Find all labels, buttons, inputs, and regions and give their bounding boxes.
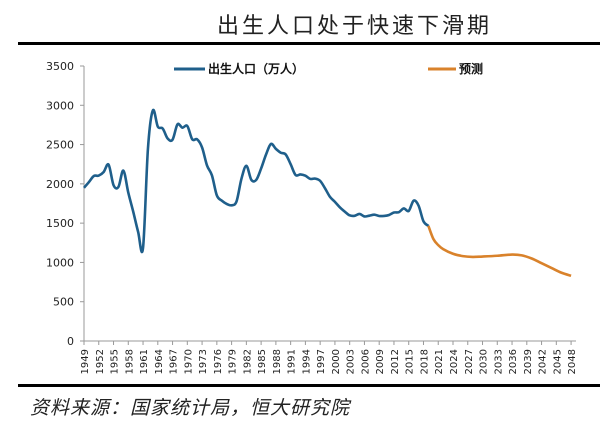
y-tick-label: 500: [53, 296, 74, 309]
x-tick-label: 2033: [493, 349, 504, 374]
x-tick-label: 1964: [154, 349, 165, 374]
x-tick-label: 2015: [405, 349, 416, 374]
x-tick-label: 1958: [124, 349, 135, 374]
axes: 0 500 1000 1500 2000 2500 3000 3500 1949 1952 1955…: [46, 60, 578, 374]
y-tick-label: 2500: [46, 139, 74, 152]
x-tick-label: 1979: [228, 349, 239, 374]
x-tick-label: 1976: [213, 349, 224, 374]
title-rule: [18, 42, 600, 45]
x-tick-label: 1949: [80, 349, 91, 374]
x-tick-label: 1994: [301, 349, 312, 374]
series-lines: [83, 108, 572, 278]
x-tick-label: 2027: [464, 349, 475, 374]
x-tick-label: 2006: [360, 349, 371, 374]
x-tick-label: 2018: [419, 349, 430, 374]
x-tick-label: 2042: [538, 349, 549, 374]
x-tick-label: 2045: [552, 349, 563, 374]
x-tick-label: 1988: [272, 349, 283, 374]
y-tick-label: 3000: [46, 99, 74, 112]
x-tick-label: 2048: [567, 349, 578, 374]
source-note: 资料来源：国家统计局，恒大研究院: [30, 397, 351, 419]
footer-rule: [18, 384, 600, 387]
y-tick-label: 1500: [46, 217, 74, 230]
x-tick-label: 2009: [375, 349, 386, 374]
x-tick-label: 2039: [523, 349, 534, 374]
x-tick-label: 2024: [449, 349, 460, 374]
forecast-line: [427, 225, 572, 278]
x-tick-label: 1955: [110, 349, 121, 374]
x-tick-label: 2021: [434, 349, 445, 374]
x-tick-label: 1997: [316, 349, 327, 374]
x-tick-label: 2003: [346, 349, 357, 374]
y-tick-label: 2000: [46, 178, 74, 191]
page-title: 出生人口处于快速下滑期: [216, 14, 492, 39]
x-tick-label: 1973: [198, 349, 209, 374]
line-chart: 0 500 1000 1500 2000 2500 3000 3500 1949 1952 1955…: [46, 60, 578, 374]
x-tick-label: 1982: [242, 349, 253, 374]
x-tick-label: 1991: [287, 349, 298, 374]
x-tick-label: 1961: [139, 349, 150, 374]
y-tick-label: 1000: [46, 256, 74, 269]
x-tick-label: 2036: [508, 349, 519, 374]
y-tick-label: 0: [67, 335, 74, 348]
x-tick-label: 1970: [183, 349, 194, 374]
legend-label-forecast: 预测: [459, 61, 483, 76]
x-tick-label: 1985: [257, 349, 268, 374]
legend: 出生人口（万人） 预测: [174, 61, 483, 76]
legend-label-actual: 出生人口（万人）: [208, 61, 304, 76]
x-tick-label: 2000: [331, 349, 342, 374]
x-tick-label: 1952: [95, 349, 106, 374]
actual-births-line: [83, 108, 430, 254]
x-tick-label: 2030: [479, 349, 490, 374]
x-tick-label: 2012: [390, 349, 401, 374]
x-tick-label: 1967: [169, 349, 180, 374]
y-tick-label: 3500: [46, 60, 74, 73]
